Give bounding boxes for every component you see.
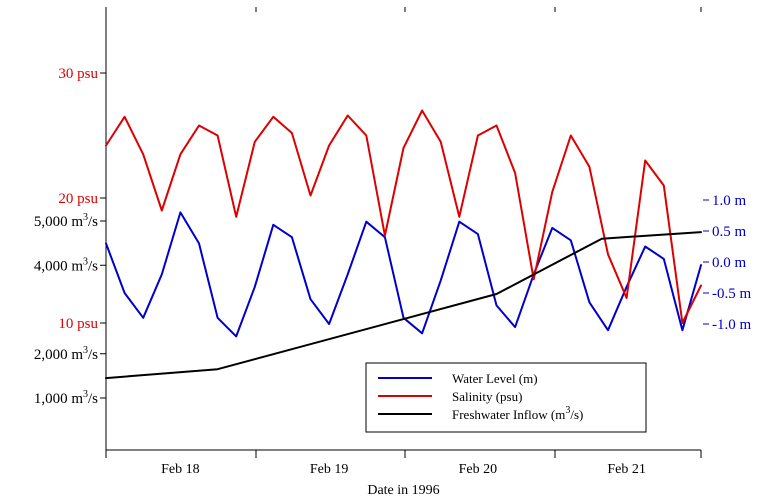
- inflow-axis: 1,000 m3/s 2,000 m3/s 4,000 m3/s 5,000 m3/s: [34, 212, 106, 407]
- inflow-tick-label: 2,000 m3/s: [34, 345, 98, 363]
- legend-label: Water Level (m): [452, 371, 538, 386]
- inflow-tick-label: 5,000 m3/s: [34, 212, 98, 230]
- x-axis-title: Date in 1996: [367, 483, 439, 498]
- salinity-tick-label: 20 psu: [58, 191, 98, 207]
- legend: Water Level (m) Salinity (psu)Freshwater …: [365, 362, 647, 433]
- inflow-tick-label: 1,000 m3/s: [34, 389, 98, 407]
- legend-label: Freshwater Inflow (m3/s): [452, 405, 583, 422]
- series-salinity-psu: [105, 109, 702, 324]
- series-layer: [105, 109, 702, 380]
- water-level-tick-label: 0.5 m: [712, 224, 747, 240]
- water-level-tick-label: -0.5 m: [712, 286, 751, 302]
- x-tick-label: Feb 21: [607, 462, 646, 477]
- x-tick-label: Feb 19: [310, 462, 349, 477]
- water-level-axis: 1.0 m 0.5 m 0.0 m -0.5 m -1.0 m: [703, 193, 751, 333]
- salinity-tick-label: 10 psu: [58, 316, 98, 332]
- legend-box: [365, 362, 647, 433]
- water-level-tick-label: 1.0 m: [712, 193, 747, 209]
- legend-label: Salinity (psu): [452, 389, 522, 404]
- series-freshwater-inflow-m3-s: [105, 231, 702, 380]
- inflow-tick-label: 4,000 m3/s: [34, 256, 98, 274]
- water-level-tick-label: 0.0 m: [712, 255, 747, 271]
- plot-frame: [105, 12, 701, 451]
- series-water-level-m: [105, 211, 702, 338]
- x-tick-label: Feb 18: [161, 462, 200, 477]
- x-tick-label: Feb 20: [459, 462, 498, 477]
- salinity-tick-label: 30 psu: [58, 66, 98, 82]
- water-level-tick-label: -1.0 m: [712, 317, 751, 333]
- x-axis: Feb 18 Feb 19 Feb 20 Feb 21 Date in 1996: [105, 7, 702, 498]
- salinity-axis: 10 psu 20 psu 30 psu: [58, 66, 106, 332]
